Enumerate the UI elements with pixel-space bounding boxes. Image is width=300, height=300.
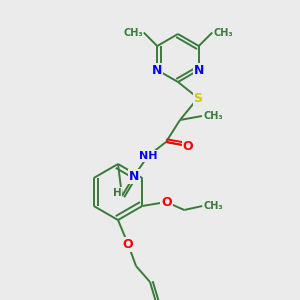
- Text: CH₃: CH₃: [203, 111, 223, 121]
- Text: CH₃: CH₃: [203, 201, 223, 211]
- Text: O: O: [123, 238, 133, 250]
- Text: H: H: [112, 188, 122, 198]
- Text: N: N: [194, 64, 204, 76]
- Text: S: S: [194, 92, 202, 104]
- Text: O: O: [161, 196, 172, 208]
- Text: O: O: [183, 140, 193, 152]
- Text: CH₃: CH₃: [213, 28, 233, 38]
- Text: N: N: [129, 169, 139, 182]
- Text: N: N: [152, 64, 162, 76]
- Text: NH: NH: [139, 151, 157, 161]
- Text: CH₃: CH₃: [123, 28, 143, 38]
